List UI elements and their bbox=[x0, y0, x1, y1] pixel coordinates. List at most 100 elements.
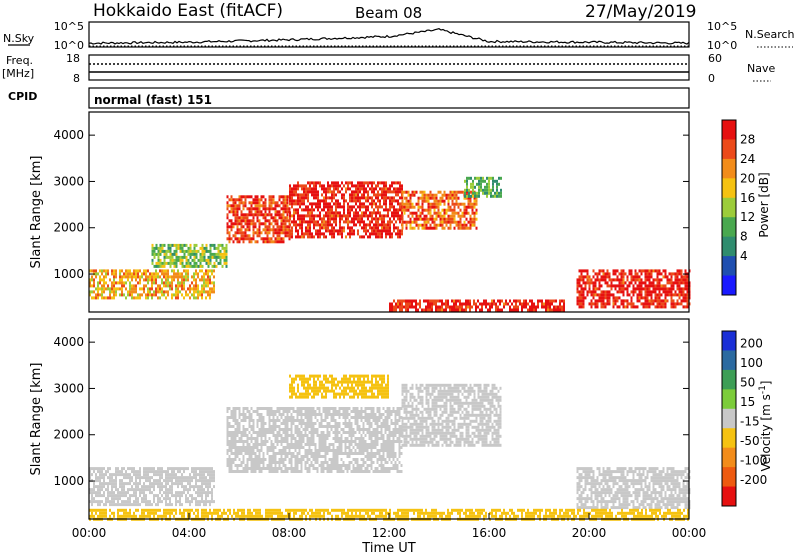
heatmap-cell bbox=[209, 261, 212, 265]
heatmap-cell bbox=[324, 467, 327, 470]
heatmap-cell bbox=[355, 208, 357, 212]
heatmap-cell bbox=[291, 196, 293, 200]
heatmap-cell bbox=[191, 264, 194, 268]
heatmap-cell bbox=[559, 299, 561, 303]
heatmap-cell bbox=[381, 214, 383, 218]
heatmap-cell bbox=[93, 470, 95, 474]
heatmap-cell bbox=[169, 476, 171, 480]
heatmap-cell bbox=[445, 308, 447, 312]
heatmap-cell bbox=[250, 458, 253, 461]
heatmap-cell bbox=[618, 284, 621, 288]
heatmap-cell bbox=[396, 410, 399, 413]
heatmap-cell bbox=[664, 275, 667, 279]
heatmap-cell bbox=[363, 181, 365, 185]
heatmap-cell bbox=[387, 232, 389, 236]
heatmap-cell bbox=[394, 452, 397, 455]
heatmap-cell bbox=[244, 440, 247, 443]
heatmap-cell bbox=[382, 437, 385, 440]
heatmap-cell bbox=[262, 213, 265, 217]
heatmap-cell bbox=[236, 425, 239, 428]
heatmap-cell bbox=[282, 216, 285, 220]
heatmap-cell bbox=[375, 205, 377, 209]
heatmap-cell bbox=[363, 223, 365, 227]
heatmap-cell bbox=[622, 287, 625, 291]
heatmap-cell bbox=[371, 190, 373, 194]
heatmap-cell bbox=[232, 240, 235, 244]
heatmap-cell bbox=[238, 431, 241, 434]
heatmap-cell bbox=[357, 190, 359, 194]
heatmap-cell bbox=[380, 434, 383, 437]
heatmap-cell bbox=[498, 194, 500, 198]
heatmap-cell bbox=[488, 176, 490, 180]
heatmap-cell bbox=[284, 434, 287, 437]
heatmap-cell bbox=[181, 467, 183, 471]
heatmap-cell bbox=[189, 261, 192, 265]
heatmap-cell bbox=[129, 479, 131, 483]
heatmap-cell bbox=[127, 272, 129, 276]
heatmap-cell bbox=[346, 452, 349, 455]
heatmap-cell bbox=[670, 290, 673, 294]
heatmap-cell bbox=[115, 485, 117, 489]
heatmap-cell bbox=[427, 305, 429, 309]
heatmap-cell bbox=[437, 308, 439, 312]
heatmap-cell bbox=[119, 275, 121, 279]
heatmap-cell bbox=[379, 202, 381, 206]
heatmap-cell bbox=[274, 455, 277, 458]
heatmap-cell bbox=[396, 413, 399, 416]
heatmap-cell bbox=[244, 198, 247, 202]
heatmap-cell bbox=[252, 446, 255, 449]
heatmap-cell bbox=[472, 185, 474, 189]
heatmap-cell bbox=[399, 184, 401, 188]
heatmap-cell bbox=[368, 434, 371, 437]
heatmap-cell bbox=[322, 407, 325, 410]
heatmap-cell bbox=[260, 422, 263, 425]
heatmap-cell bbox=[366, 422, 369, 425]
heatmap-cell bbox=[451, 308, 453, 312]
heatmap-cell bbox=[397, 226, 399, 230]
heatmap-cell bbox=[312, 452, 315, 455]
heatmap-cell bbox=[201, 476, 203, 480]
heatmap-cell bbox=[113, 293, 115, 297]
heatmap-cell bbox=[270, 461, 273, 464]
heatmap-cell bbox=[357, 196, 359, 200]
heatmap-cell bbox=[384, 467, 387, 470]
heatmap-cell bbox=[119, 287, 121, 291]
heatmap-cell bbox=[361, 211, 363, 215]
heatmap-cell bbox=[358, 470, 361, 473]
heatmap-cell bbox=[371, 199, 373, 203]
heatmap-cell bbox=[394, 416, 397, 419]
heatmap-cell bbox=[248, 458, 251, 461]
heatmap-cell bbox=[177, 500, 179, 504]
heatmap-cell bbox=[296, 410, 299, 413]
heatmap-cell bbox=[401, 308, 403, 312]
heatmap-cell bbox=[244, 413, 247, 416]
heatmap-cell bbox=[336, 467, 339, 470]
heatmap-cell bbox=[362, 440, 365, 443]
heatmap-cell bbox=[388, 431, 391, 434]
heatmap-cell bbox=[193, 467, 195, 471]
heatmap-cell bbox=[354, 470, 357, 473]
heatmap-cell bbox=[306, 467, 309, 470]
heatmap-cell bbox=[268, 210, 271, 214]
heatmap-cell bbox=[151, 278, 153, 282]
heatmap-cell bbox=[382, 425, 385, 428]
heatmap-cell bbox=[309, 235, 311, 239]
heatmap-cell bbox=[155, 278, 157, 282]
heatmap-cell bbox=[634, 269, 637, 273]
heatmap-cell bbox=[238, 413, 241, 416]
heatmap-cell bbox=[201, 467, 203, 471]
heatmap-cell bbox=[349, 181, 351, 185]
heatmap-cell bbox=[181, 485, 183, 489]
heatmap-cell bbox=[322, 455, 325, 458]
heatmap-cell bbox=[322, 419, 325, 422]
heatmap-cell bbox=[260, 204, 263, 208]
heatmap-cell bbox=[549, 302, 551, 306]
heatmap-cell bbox=[209, 243, 212, 247]
heatmap-cell bbox=[105, 269, 107, 273]
heatmap-cell bbox=[361, 235, 363, 239]
heatmap-cell bbox=[282, 228, 285, 232]
heatmap-cell bbox=[278, 198, 281, 202]
heatmap-cell bbox=[365, 208, 367, 212]
heatmap-cell bbox=[390, 455, 393, 458]
heatmap-cell bbox=[153, 494, 155, 498]
